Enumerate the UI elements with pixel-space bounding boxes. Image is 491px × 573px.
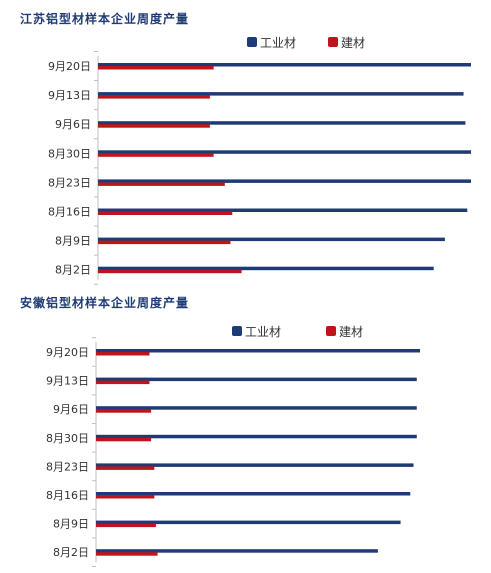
bar-industrial bbox=[96, 406, 417, 410]
y-tick-label: 8月23日 bbox=[46, 460, 89, 473]
y-tick-label: 8月9日 bbox=[53, 518, 89, 531]
legend-swatch bbox=[247, 37, 257, 47]
bar-industrial bbox=[96, 349, 420, 353]
y-tick-label: 9月6日 bbox=[53, 403, 89, 416]
legend-swatch bbox=[326, 326, 336, 336]
bar-building bbox=[96, 523, 156, 528]
bar-industrial bbox=[98, 208, 468, 212]
chart-title: 江苏铝型材样本企业周度产量 bbox=[20, 12, 190, 26]
chart-jiangsu: 江苏铝型材样本企业周度产量 工业材 建材 9月20日 9月13日 9月6日 8月30日 8月… bbox=[0, 0, 491, 285]
bar-industrial bbox=[96, 377, 417, 382]
bar-industrial bbox=[96, 463, 414, 467]
bar-building bbox=[96, 380, 150, 385]
bar-building bbox=[96, 466, 155, 470]
bar-industrial bbox=[98, 179, 471, 183]
bar-building bbox=[98, 182, 225, 186]
y-tick-label: 8月9日 bbox=[55, 235, 91, 248]
bar-building bbox=[96, 409, 152, 413]
bar-building bbox=[96, 437, 152, 442]
chart-anhui: 安徽铝型材样本企业周度产量 工业材 建材 9月20日 9月13日 9月6日 8月30日 8月… bbox=[0, 285, 491, 573]
bar-building bbox=[98, 66, 214, 70]
y-tick-label: 8月16日 bbox=[48, 206, 91, 219]
legend-swatch bbox=[328, 37, 338, 47]
legend-label: 工业材 bbox=[260, 36, 296, 50]
bar-building bbox=[98, 153, 214, 157]
legend-swatch bbox=[232, 326, 242, 336]
bar-building bbox=[96, 352, 150, 356]
bar-building bbox=[96, 495, 155, 499]
y-tick-label: 8月2日 bbox=[53, 546, 89, 559]
y-tick-label: 9月6日 bbox=[55, 118, 91, 131]
chart-title: 安徽铝型材样本企业周度产量 bbox=[20, 296, 190, 310]
bar-building bbox=[98, 240, 231, 245]
bar-industrial bbox=[98, 237, 445, 242]
bar-industrial bbox=[96, 492, 411, 496]
bar-industrial bbox=[98, 266, 434, 271]
y-tick-label: 8月30日 bbox=[48, 147, 91, 160]
bar-industrial bbox=[96, 434, 417, 439]
bar-building bbox=[98, 211, 233, 215]
y-tick-label: 9月13日 bbox=[48, 89, 91, 102]
bar-industrial bbox=[98, 150, 471, 154]
bar-industrial bbox=[96, 520, 401, 525]
bar-industrial bbox=[98, 92, 464, 96]
chart-anhui-plot: 工业材 建材 9月20日 9月13日 9月6日 8月30日 8月23日 8月16日 8月9日 8月… bbox=[46, 325, 420, 567]
bar-building bbox=[98, 269, 242, 274]
y-tick-label: 8月2日 bbox=[55, 264, 91, 277]
bar-industrial bbox=[96, 549, 378, 553]
y-tick-label: 9月20日 bbox=[46, 346, 89, 359]
bar-building bbox=[98, 124, 210, 128]
chart-jiangsu-plot: 工业材 建材 9月20日 9月13日 9月6日 8月30日 8月23日 8月16日 8月9日 8月… bbox=[48, 36, 471, 285]
bar-industrial bbox=[98, 63, 471, 67]
y-tick-label: 8月30日 bbox=[46, 432, 89, 445]
y-tick-label: 9月20日 bbox=[48, 60, 91, 73]
legend-label: 建材 bbox=[341, 36, 365, 50]
legend-label: 建材 bbox=[339, 325, 363, 339]
y-tick-label: 8月16日 bbox=[46, 489, 89, 502]
y-tick-label: 8月23日 bbox=[48, 176, 91, 189]
legend-label: 工业材 bbox=[245, 325, 281, 339]
y-tick-label: 9月13日 bbox=[46, 375, 89, 388]
bar-building bbox=[98, 95, 210, 99]
bar-industrial bbox=[98, 121, 466, 125]
bar-building bbox=[96, 552, 158, 556]
